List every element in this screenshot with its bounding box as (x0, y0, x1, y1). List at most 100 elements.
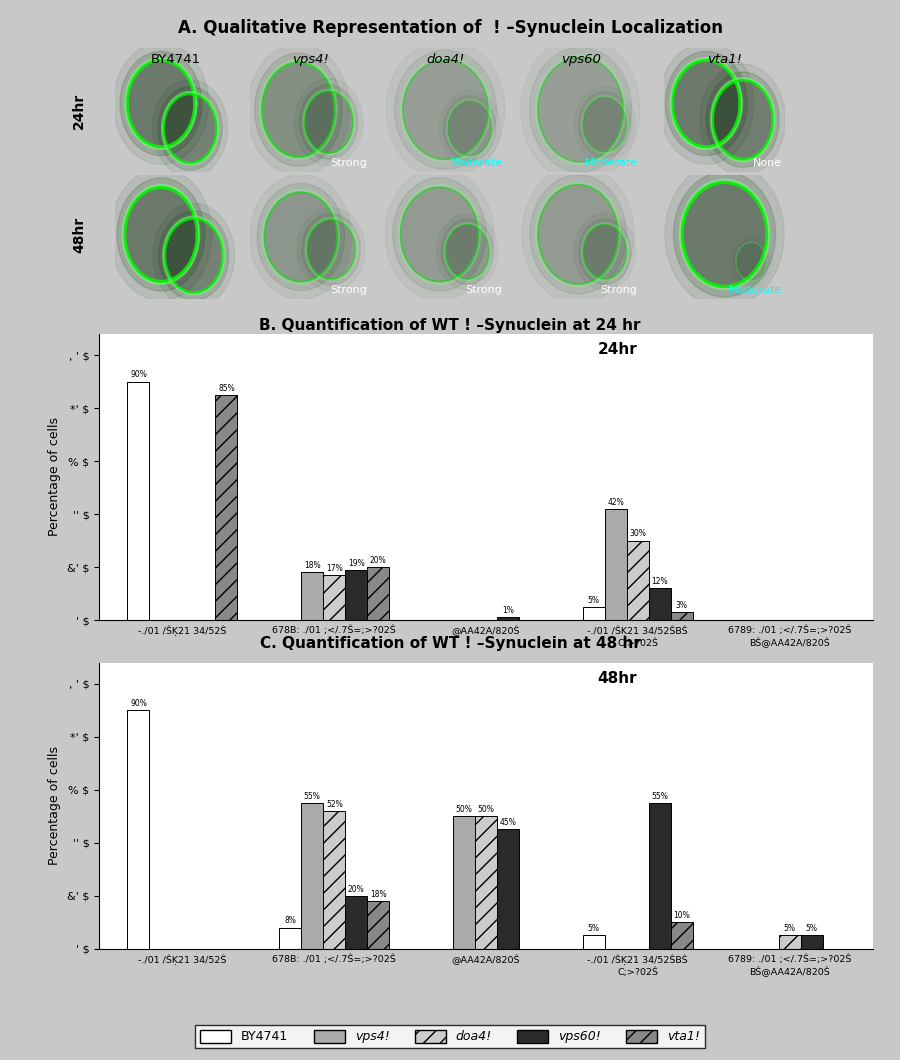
Polygon shape (257, 183, 345, 290)
Text: 24hr: 24hr (72, 93, 86, 129)
Bar (670, 922, 693, 949)
Bar (670, 613, 693, 620)
Polygon shape (538, 57, 623, 162)
Polygon shape (538, 184, 618, 284)
Text: 12%: 12% (652, 578, 668, 586)
Text: doa4!: doa4! (427, 53, 464, 66)
Y-axis label: Percentage of cells: Percentage of cells (49, 746, 61, 865)
Bar (649, 588, 670, 620)
Text: 17%: 17% (326, 564, 343, 572)
Text: 55%: 55% (652, 792, 668, 801)
Bar (605, 509, 626, 620)
Polygon shape (153, 204, 235, 307)
Text: 48hr: 48hr (72, 217, 86, 253)
Polygon shape (579, 219, 631, 284)
Polygon shape (659, 42, 754, 164)
Polygon shape (120, 52, 202, 156)
Text: 5%: 5% (588, 924, 599, 933)
Polygon shape (583, 225, 626, 279)
Text: 1%: 1% (502, 606, 514, 615)
Polygon shape (110, 169, 212, 300)
Text: 3%: 3% (676, 601, 688, 611)
Bar (583, 936, 605, 949)
Bar (626, 541, 649, 620)
Polygon shape (448, 101, 491, 156)
Polygon shape (262, 63, 335, 157)
Bar (649, 803, 670, 949)
Polygon shape (248, 43, 349, 176)
Text: Strong: Strong (600, 285, 637, 295)
Text: Moderate: Moderate (449, 158, 502, 167)
Polygon shape (158, 87, 222, 170)
Bar (800, 936, 823, 949)
Polygon shape (682, 182, 767, 286)
Polygon shape (307, 219, 356, 279)
Text: Moderate: Moderate (728, 285, 781, 295)
Text: 45%: 45% (500, 818, 517, 827)
Text: 5%: 5% (784, 924, 796, 933)
Polygon shape (165, 218, 223, 293)
Polygon shape (400, 188, 478, 282)
Text: 52%: 52% (326, 800, 343, 809)
Text: 5%: 5% (806, 924, 817, 933)
Polygon shape (304, 91, 353, 153)
Bar (497, 617, 519, 620)
Text: Strong: Strong (465, 285, 502, 295)
Bar (346, 570, 367, 620)
Polygon shape (713, 80, 773, 159)
Text: Moderate: Moderate (584, 158, 637, 167)
Polygon shape (665, 161, 784, 307)
Polygon shape (113, 42, 209, 164)
Polygon shape (127, 60, 195, 147)
Bar (346, 896, 367, 949)
Bar (778, 936, 800, 949)
Bar (453, 816, 475, 949)
Polygon shape (403, 60, 488, 159)
Bar (583, 606, 605, 620)
Text: 20%: 20% (370, 556, 387, 565)
Legend: BY4741, vps4!, doa4!, vps60!, vta1!: BY4741, vps4!, doa4!, vps60!, vta1! (195, 1025, 705, 1048)
Polygon shape (255, 53, 342, 166)
Polygon shape (124, 188, 197, 282)
Text: 55%: 55% (304, 792, 320, 801)
Polygon shape (444, 95, 496, 161)
Polygon shape (392, 178, 486, 292)
Polygon shape (706, 72, 779, 167)
Text: 18%: 18% (370, 890, 387, 899)
Text: 10%: 10% (673, 912, 690, 920)
Text: BY4741: BY4741 (150, 53, 201, 66)
Text: C. Quantification of WT ! –Synuclein at 48 hr: C. Quantification of WT ! –Synuclein at … (259, 636, 641, 651)
Text: 8%: 8% (284, 917, 296, 925)
Bar (497, 829, 519, 949)
Text: 30%: 30% (629, 530, 646, 538)
Bar (215, 395, 238, 620)
Text: A. Qualitative Representation of  ! –Synuclein Localization: A. Qualitative Representation of ! –Synu… (177, 19, 723, 37)
Bar (367, 567, 390, 620)
Text: 50%: 50% (455, 806, 472, 814)
Polygon shape (700, 64, 785, 175)
Text: 42%: 42% (608, 498, 624, 507)
Y-axis label: Percentage of cells: Percentage of cells (49, 418, 61, 536)
Polygon shape (737, 243, 766, 280)
Polygon shape (117, 178, 204, 292)
Text: vta1!: vta1! (707, 53, 742, 66)
Text: vps60: vps60 (561, 53, 600, 66)
Bar (279, 928, 302, 949)
Polygon shape (530, 175, 626, 294)
Polygon shape (164, 93, 217, 163)
Bar (128, 710, 149, 949)
Text: 90%: 90% (130, 700, 147, 708)
Polygon shape (302, 214, 360, 285)
Bar (367, 901, 390, 949)
Polygon shape (446, 225, 490, 279)
Text: 18%: 18% (304, 562, 320, 570)
Polygon shape (665, 52, 747, 156)
Bar (302, 803, 323, 949)
Text: 48hr: 48hr (598, 671, 637, 686)
Text: None: None (752, 158, 781, 167)
Bar (128, 382, 149, 620)
Text: 19%: 19% (348, 559, 364, 568)
Text: 5%: 5% (588, 596, 599, 604)
Text: 90%: 90% (130, 371, 147, 379)
Bar (323, 811, 346, 949)
